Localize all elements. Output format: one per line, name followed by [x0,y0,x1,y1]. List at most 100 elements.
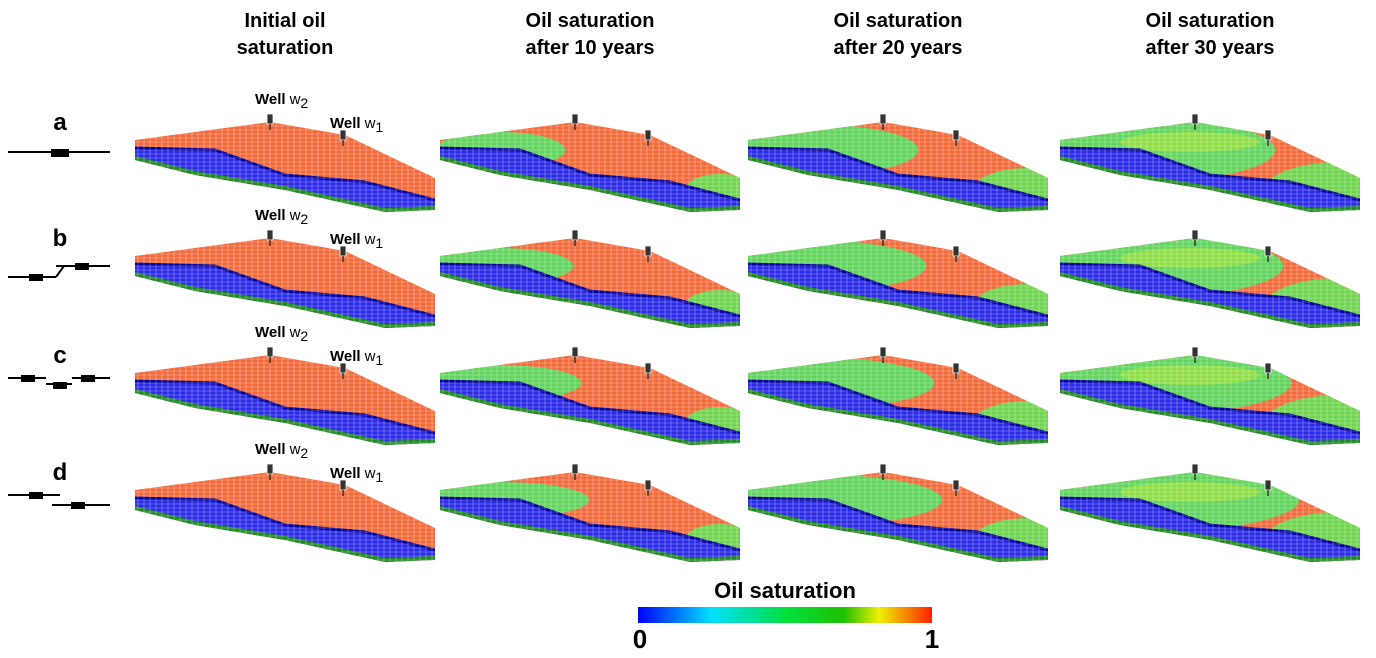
column-header: saturation [237,37,334,59]
reservoir-panel [1060,229,1360,328]
well-letter: w [289,91,301,108]
reservoir-panel [1060,346,1360,445]
well-word: Well [255,91,286,108]
well-head [644,479,652,491]
well-head [1264,129,1272,141]
well-head [1191,463,1199,475]
well-head [1264,479,1272,491]
well-head [266,229,274,241]
column-header: Oil saturation [1146,10,1275,32]
well-word: Well [330,465,361,482]
well-letter: w [364,465,376,482]
mesh [1060,122,1360,212]
mesh [1060,472,1360,562]
well-head [879,463,887,475]
mesh [748,122,1048,212]
well-index: 2 [300,95,308,111]
well-letter: w [289,441,301,458]
well-head [266,346,274,358]
well-head [1264,362,1272,374]
well-label: Well w2 [255,441,308,461]
well-head [266,113,274,125]
well-head [1191,113,1199,125]
mesh [440,238,740,328]
well-head [952,245,960,257]
well-head [879,229,887,241]
well-head [644,362,652,374]
row-label: b [53,225,68,252]
column-header: after 10 years [526,37,655,59]
well-head [571,113,579,125]
row-label: d [53,459,68,486]
row-label: a [53,109,67,136]
reservoir-panel [440,113,740,212]
well-letter: w [289,324,301,341]
well-label: Well w1 [330,348,383,368]
mesh [135,122,435,212]
fault-icons [8,149,110,509]
well-head [644,129,652,141]
well-label: Well w1 [330,465,383,485]
well-head [644,245,652,257]
reservoir-panel [1060,113,1360,212]
well-word: Well [255,207,286,224]
well-letter: w [364,231,376,248]
well-index: 1 [375,235,383,251]
well-index: 2 [300,328,308,344]
well-index: 1 [375,469,383,485]
reservoir-panel [748,346,1048,445]
column-header: Oil saturation [526,10,655,32]
column-header: after 30 years [1146,37,1275,59]
column-header: Initial oil [244,10,325,32]
mesh [135,238,435,328]
well-word: Well [255,441,286,458]
well-head [1264,245,1272,257]
mesh [748,238,1048,328]
mesh [440,472,740,562]
reservoir-panel [748,113,1048,212]
well-label: Well w2 [255,207,308,227]
well-label: Well w1 [330,115,383,135]
colorbar-title: Oil saturation [714,578,856,603]
column-header: Oil saturation [834,10,963,32]
well-word: Well [255,324,286,341]
well-word: Well [330,348,361,365]
well-letter: w [289,207,301,224]
mesh [1060,355,1360,445]
well-label: Well w2 [255,324,308,344]
column-header: after 20 years [834,37,963,59]
well-head [571,346,579,358]
mesh [135,355,435,445]
well-letter: w [364,348,376,365]
well-head [879,113,887,125]
well-label: Well w1 [330,231,383,251]
colorbar [638,607,932,623]
reservoir-panel [748,463,1048,562]
well-head [1191,229,1199,241]
mesh [748,472,1048,562]
well-head [952,129,960,141]
well-index: 1 [375,352,383,368]
well-head [952,362,960,374]
well-index: 2 [300,445,308,461]
well-head [266,463,274,475]
reservoir-panel [440,463,740,562]
mesh [135,472,435,562]
reservoir-panel [440,229,740,328]
colorbar-min: 0 [633,624,647,653]
mesh [1060,238,1360,328]
well-label: Well w2 [255,91,308,111]
mesh [440,355,740,445]
mesh [440,122,740,212]
colorbar-max: 1 [925,624,939,653]
well-head [1191,346,1199,358]
reservoir-panel [440,346,740,445]
well-head [879,346,887,358]
row-label: c [53,342,66,369]
well-word: Well [330,115,361,132]
